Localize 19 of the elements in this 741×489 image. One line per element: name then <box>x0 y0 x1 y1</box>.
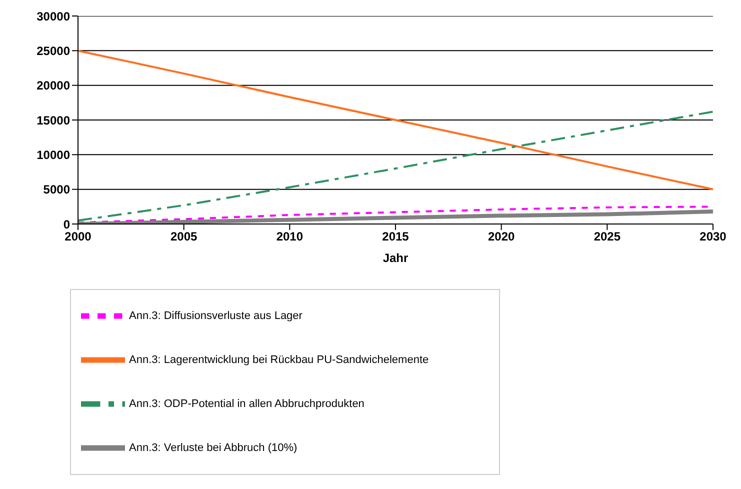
y-tick-label: 10000 <box>36 148 70 162</box>
legend-label: Ann.3: Lagerentwicklung bei Rückbau PU-Sandwichelemente <box>129 354 429 366</box>
y-tick-label: 0 <box>63 217 70 232</box>
y-tick-label: 30000 <box>36 9 70 24</box>
x-tick-label: 2005 <box>170 230 198 244</box>
x-axis-title: Jahr <box>382 251 408 265</box>
x-tick-label: 2000 <box>64 230 92 244</box>
legend-label: Ann.3: ODP-Potential in allen Abbruchprodukten <box>129 398 364 410</box>
x-tick-label: 2030 <box>700 230 727 244</box>
legend-label: Ann.3: Diffusionsverluste aus Lager <box>129 310 302 322</box>
x-tick-label: 2010 <box>276 230 304 244</box>
y-tick-label: 20000 <box>36 78 70 93</box>
y-tick-label: 5000 <box>43 182 70 197</box>
legend-label: Ann.3: Verluste bei Abbruch (10%) <box>129 442 298 454</box>
x-tick-label: 2025 <box>594 230 621 244</box>
x-tick-label: 2015 <box>382 230 410 244</box>
x-tick-label: 2020 <box>488 230 516 244</box>
y-tick-label: 15000 <box>36 113 70 128</box>
y-tick-label: 25000 <box>36 44 70 58</box>
